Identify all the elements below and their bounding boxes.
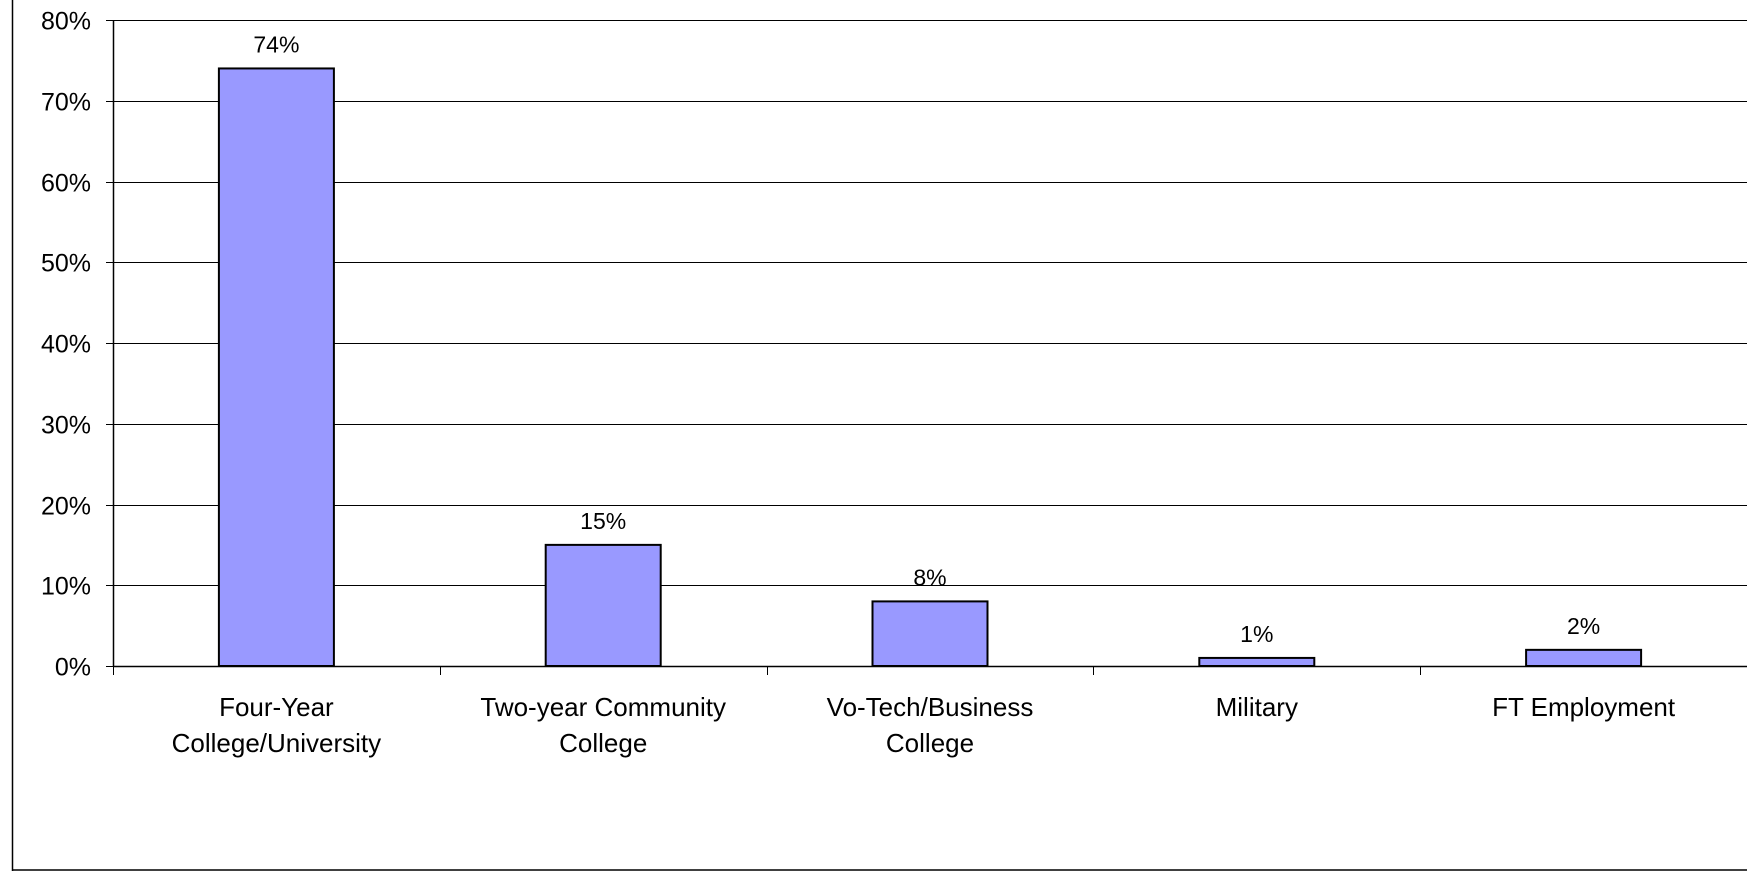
x-tick-label: Two-year Community: [480, 692, 726, 722]
bar: [871, 600, 989, 668]
data-labels: 74% 15% 8% 1% 2%: [253, 31, 1600, 646]
y-tick-labels: 0% 10% 20% 30% 40% 50% 60% 70% 80%: [41, 8, 91, 682]
data-label: 15%: [580, 508, 626, 534]
y-tick-label: 50%: [41, 250, 91, 278]
y-tick-label: 80%: [41, 8, 91, 36]
x-tick-label: College: [559, 728, 647, 758]
bars: [217, 67, 1643, 668]
y-tick-label: 40%: [41, 331, 91, 359]
data-label: 2%: [1567, 613, 1600, 639]
x-tick-label: College/University: [172, 728, 382, 758]
data-label: 1%: [1240, 621, 1273, 647]
y-tick-label: 0%: [55, 654, 91, 682]
x-tick-label: FT Employment: [1492, 692, 1676, 722]
y-tick-label: 10%: [41, 573, 91, 601]
data-label: 8%: [913, 564, 946, 590]
chart-frame: [11, 0, 1747, 871]
x-tick-label: Military: [1216, 692, 1298, 722]
y-tick-label: 30%: [41, 412, 91, 440]
bar: [217, 67, 335, 667]
y-tick-label: 20%: [41, 493, 91, 521]
y-tick-label: 60%: [41, 170, 91, 198]
data-label: 74%: [253, 31, 299, 57]
y-tick-label: 70%: [41, 89, 91, 117]
x-tick-label: Four-Year: [219, 692, 334, 722]
x-tick-label: College: [886, 728, 974, 758]
bar: [1525, 648, 1643, 667]
gridlines: [113, 20, 1747, 586]
bar: [544, 543, 662, 667]
x-tick-label: Vo-Tech/Business: [827, 692, 1034, 722]
bar: [1198, 656, 1316, 667]
x-tick-labels: Four-Year College/University Two-year Comm…: [172, 692, 1676, 758]
